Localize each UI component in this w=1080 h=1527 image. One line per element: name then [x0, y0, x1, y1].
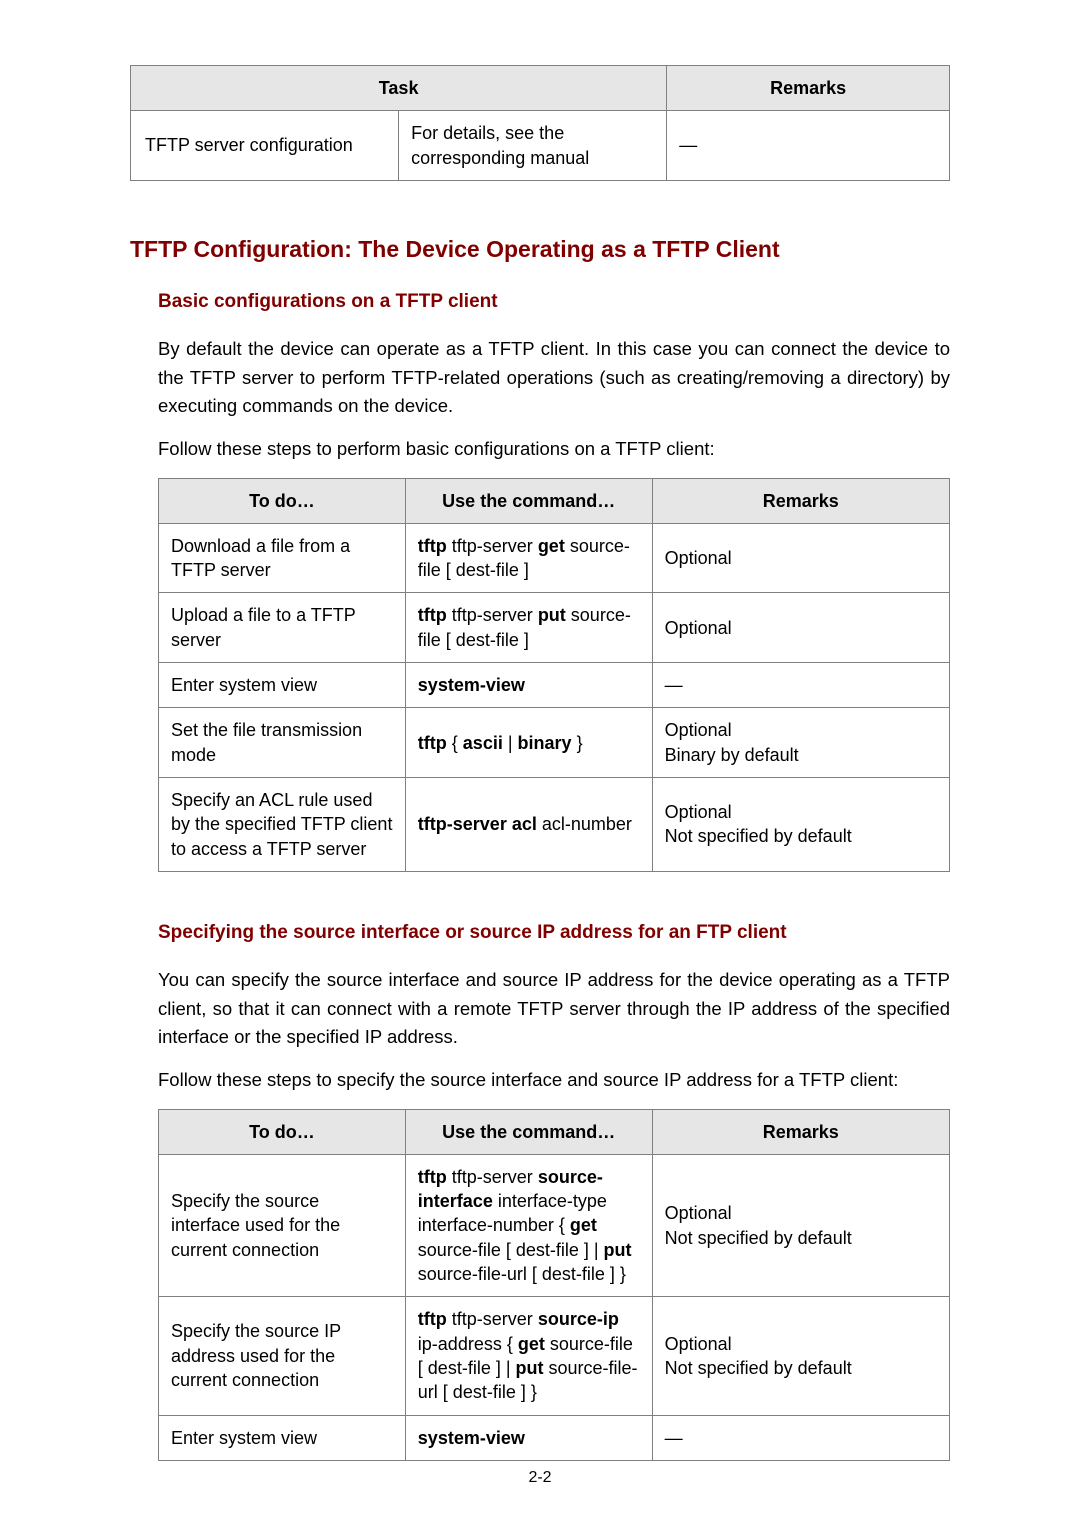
- td-todo: Upload a file to a TFTP server: [159, 593, 406, 663]
- td-command: tftp tftp-server source-ip ip-address { …: [405, 1297, 652, 1415]
- table-row: Set the file transmission modetftp { asc…: [159, 708, 950, 778]
- paragraph: Follow these steps to specify the source…: [158, 1066, 950, 1095]
- th-col-0: To do…: [159, 1109, 406, 1154]
- table-row: Specify an ACL rule used by the specifie…: [159, 777, 950, 871]
- subsection-source: Specifying the source interface or sourc…: [158, 922, 950, 1461]
- td-todo: Enter system view: [159, 663, 406, 708]
- subsection-title-source: Specifying the source interface or sourc…: [158, 922, 950, 944]
- td-todo: Specify an ACL rule used by the specifie…: [159, 777, 406, 871]
- td-command: tftp { ascii | binary }: [405, 708, 652, 778]
- page-container: TaskRemarksTFTP server configurationFor …: [0, 0, 1080, 1527]
- td-task-name: TFTP server configuration: [131, 111, 399, 181]
- th-col-1: Use the command…: [405, 478, 652, 523]
- page-number: 2-2: [0, 1469, 1080, 1487]
- td-command: system-view: [405, 1415, 652, 1460]
- td-remarks: Optional: [652, 523, 949, 593]
- td-command: system-view: [405, 663, 652, 708]
- th-col-2: Remarks: [652, 1109, 949, 1154]
- td-command: tftp tftp-server source-interface interf…: [405, 1154, 652, 1296]
- table-source-config: To do…Use the command…Remarks Specify the…: [158, 1109, 950, 1461]
- td-remarks: OptionalNot specified by default: [652, 1154, 949, 1296]
- td-remarks: —: [652, 1415, 949, 1460]
- th-col-0: To do…: [159, 478, 406, 523]
- th-task: Task: [131, 66, 667, 111]
- td-remarks: OptionalNot specified by default: [652, 1297, 949, 1415]
- td-todo: Specify the source interface used for th…: [159, 1154, 406, 1296]
- paragraph: You can specify the source interface and…: [158, 966, 950, 1052]
- table-task-remarks: TaskRemarks TFTP server configurationFor …: [130, 65, 950, 181]
- table-row: Download a file from a TFTP servertftp t…: [159, 523, 950, 593]
- td-todo: Set the file transmission mode: [159, 708, 406, 778]
- table-row: Enter system viewsystem-view—: [159, 663, 950, 708]
- td-command: tftp-server acl acl-number: [405, 777, 652, 871]
- td-command: tftp tftp-server put source-file [ dest-…: [405, 593, 652, 663]
- td-command: tftp tftp-server get source-file [ dest-…: [405, 523, 652, 593]
- td-remarks: OptionalNot specified by default: [652, 777, 949, 871]
- td-todo: Specify the source IP address used for t…: [159, 1297, 406, 1415]
- td-remarks: Optional: [652, 593, 949, 663]
- th-col-2: Remarks: [652, 478, 949, 523]
- subsection-title-basic: Basic configurations on a TFTP client: [158, 291, 950, 313]
- table-row: Specify the source interface used for th…: [159, 1154, 950, 1296]
- table-row: Enter system viewsystem-view—: [159, 1415, 950, 1460]
- td-remarks: —: [652, 663, 949, 708]
- td-todo: Download a file from a TFTP server: [159, 523, 406, 593]
- th-remarks: Remarks: [667, 66, 950, 111]
- td-todo: Enter system view: [159, 1415, 406, 1460]
- section-title: TFTP Configuration: The Device Operating…: [130, 236, 950, 263]
- table-row: Upload a file to a TFTP servertftp tftp-…: [159, 593, 950, 663]
- paragraph: By default the device can operate as a T…: [158, 335, 950, 421]
- subsection-basic: Basic configurations on a TFTP client By…: [158, 291, 950, 872]
- table-basic-config: To do…Use the command…RemarksDownload a …: [158, 478, 950, 872]
- paragraph: Follow these steps to perform basic conf…: [158, 435, 950, 464]
- td-task-detail: For details, see the corresponding manua…: [399, 111, 667, 181]
- table-row: Specify the source IP address used for t…: [159, 1297, 950, 1415]
- td-remarks: OptionalBinary by default: [652, 708, 949, 778]
- td-remarks-value: —: [667, 111, 950, 181]
- th-col-1: Use the command…: [405, 1109, 652, 1154]
